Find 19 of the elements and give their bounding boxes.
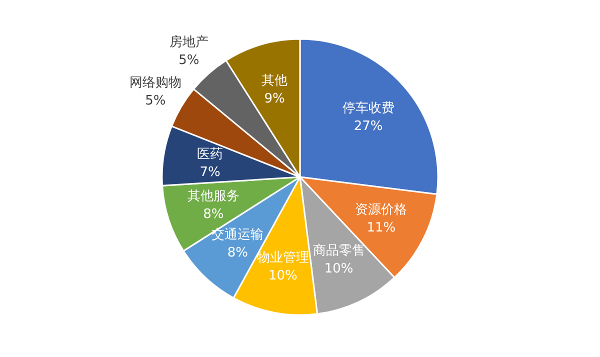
- data-label: 5%: [178, 52, 200, 68]
- slice-label: 物业管理: [256, 250, 309, 266]
- data-label: 5%: [145, 93, 166, 108]
- data-label: 8%: [203, 207, 224, 222]
- data-label: 11%: [366, 220, 396, 236]
- slice-label: 其他服务: [187, 189, 240, 204]
- data-label: 8%: [227, 245, 248, 260]
- data-label: 10%: [268, 268, 298, 284]
- slice-label: 医药: [197, 146, 224, 162]
- data-label: 27%: [354, 118, 383, 134]
- slice-label: 商品零售: [312, 243, 365, 258]
- data-label: 9%: [264, 92, 285, 107]
- slice-label: 网络购物: [129, 75, 182, 90]
- slice-label: 资源价格: [355, 202, 408, 218]
- data-label: 10%: [324, 261, 354, 276]
- slice-label: 房地产: [169, 34, 208, 50]
- slice-label: 其他: [262, 74, 288, 89]
- data-label: 7%: [200, 164, 220, 180]
- slice-label: 停车收费: [342, 100, 394, 116]
